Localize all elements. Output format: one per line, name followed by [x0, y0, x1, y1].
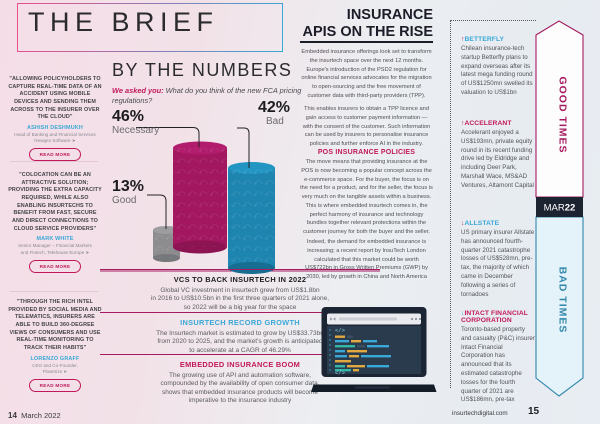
svg-text:GOOD TIMES: GOOD TIMES	[557, 76, 569, 153]
svg-text:BAD TIMES: BAD TIMES	[557, 267, 569, 334]
svg-text:MAR22: MAR22	[544, 203, 576, 214]
